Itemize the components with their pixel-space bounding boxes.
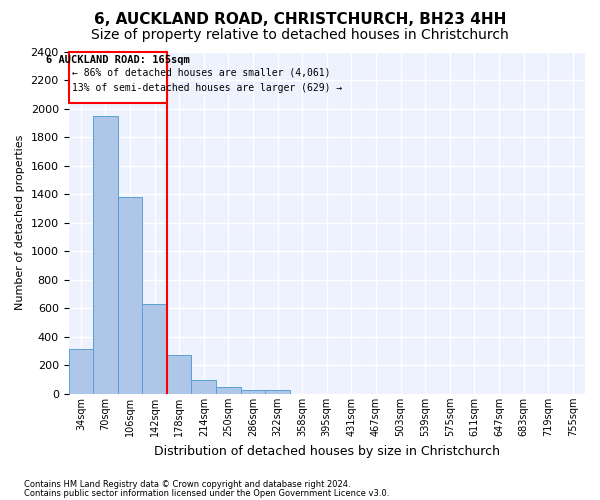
Bar	[68, 349, 93, 394]
Text: 6 AUCKLAND ROAD: 165sqm: 6 AUCKLAND ROAD: 165sqm	[46, 55, 190, 65]
Text: ← 86% of detached houses are smaller (4,061): ← 86% of detached houses are smaller (4,…	[72, 67, 331, 77]
Text: Contains HM Land Registry data © Crown copyright and database right 2024.: Contains HM Land Registry data © Crown c…	[24, 480, 350, 489]
X-axis label: Distribution of detached houses by size in Christchurch: Distribution of detached houses by size …	[154, 444, 500, 458]
Bar	[191, 380, 216, 394]
Bar	[118, 197, 142, 394]
Text: Contains public sector information licensed under the Open Government Licence v3: Contains public sector information licen…	[24, 489, 389, 498]
FancyBboxPatch shape	[68, 52, 167, 103]
Bar	[142, 304, 167, 394]
Bar	[241, 390, 265, 394]
Bar	[93, 116, 118, 394]
Y-axis label: Number of detached properties: Number of detached properties	[15, 135, 25, 310]
Bar	[167, 356, 191, 394]
Text: Size of property relative to detached houses in Christchurch: Size of property relative to detached ho…	[91, 28, 509, 42]
Bar	[265, 390, 290, 394]
Text: 6, AUCKLAND ROAD, CHRISTCHURCH, BH23 4HH: 6, AUCKLAND ROAD, CHRISTCHURCH, BH23 4HH	[94, 12, 506, 28]
Text: 13% of semi-detached houses are larger (629) →: 13% of semi-detached houses are larger (…	[72, 83, 343, 93]
Bar	[216, 388, 241, 394]
